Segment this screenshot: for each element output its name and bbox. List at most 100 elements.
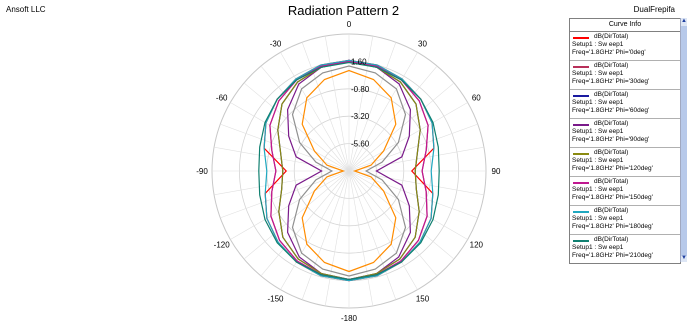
polar-spoke (301, 42, 350, 172)
polar-spoke (260, 170, 350, 277)
polar-curves (258, 59, 440, 282)
legend-entry-params: Freq='1.8GHz' Phi='0deg' (572, 49, 646, 56)
radial-tick-label: -0.80 (351, 85, 370, 94)
polar-spoke (348, 170, 374, 306)
legend-entries: dB(DirTotal) Setup1 : Sw eep1 Freq='1.8GHz… (570, 32, 680, 263)
polar-spoke (280, 52, 350, 172)
legend-entry-params: Freq='1.8GHz' Phi='180deg' (572, 223, 653, 230)
legend-entry-params: Freq='1.8GHz' Phi='210deg' (572, 252, 653, 259)
polar-spoke (348, 170, 478, 219)
polar-spoke (348, 65, 438, 172)
radial-tick-label: -5.60 (351, 140, 370, 149)
legend-entry[interactable]: dB(DirTotal) Setup1 : Sw eep1 Freq='1.8GHz… (570, 177, 680, 206)
polar-spoke (348, 123, 478, 172)
legend-entry[interactable]: dB(DirTotal) Setup1 : Sw eep1 Freq='1.8GHz… (570, 61, 680, 90)
legend-entry[interactable]: dB(DirTotal) Setup1 : Sw eep1 Freq='1.8GHz… (570, 206, 680, 235)
series-curve-7 (258, 61, 440, 281)
polar-spoke (348, 42, 397, 172)
legend-swatch (573, 124, 589, 126)
legend-entry-params: Freq='1.8GHz' Phi='30deg' (572, 78, 650, 85)
legend-swatch (573, 240, 589, 242)
legend-entry[interactable]: dB(DirTotal) Setup1 : Sw eep1 Freq='1.8GHz… (570, 32, 680, 61)
legend-entry-setup: Setup1 : Sw eep1 (572, 41, 624, 48)
legend-entry-setup: Setup1 : Sw eep1 (572, 244, 624, 251)
scroll-up-icon[interactable]: ▲ (681, 18, 687, 24)
polar-labels: 0 30 60 90 120 150 -180 -150 -120 -90 -60 -30 1.60 -0… (196, 20, 501, 323)
angle-tick-label: 60 (472, 94, 481, 103)
angle-tick-label: 90 (492, 167, 501, 176)
polar-spoke (243, 82, 350, 172)
polar-spoke (348, 170, 455, 260)
legend-entry-name: dB(DirTotal) (594, 207, 629, 214)
polar-spoke (348, 82, 455, 172)
polar-spoke (348, 36, 374, 172)
legend-entry-name: dB(DirTotal) (594, 33, 629, 40)
series-curve-9 (291, 65, 407, 277)
legend-entry-name: dB(DirTotal) (594, 62, 629, 69)
angle-tick-label: -150 (267, 294, 284, 303)
polar-spoke (230, 170, 350, 240)
legend-entry-name: dB(DirTotal) (594, 149, 629, 156)
angle-tick-label: 120 (470, 241, 484, 250)
polar-spoke (220, 123, 350, 172)
legend-entry-setup: Setup1 : Sw eep1 (572, 70, 624, 77)
polar-spoke (243, 170, 350, 260)
legend-entry-name: dB(DirTotal) (594, 236, 629, 243)
angle-tick-label: -60 (216, 94, 228, 103)
polar-spoke (220, 170, 350, 219)
legend-swatch (573, 95, 589, 97)
polar-spoke (301, 170, 350, 300)
polar-spoke (324, 36, 350, 172)
vendor-label: Ansoft LLC (6, 5, 46, 14)
legend-swatch (573, 182, 589, 184)
polar-spoke (348, 170, 418, 290)
polar-spoke (348, 170, 468, 240)
legend-entry-setup: Setup1 : Sw eep1 (572, 186, 624, 193)
legend-entry-params: Freq='1.8GHz' Phi='150deg' (572, 194, 653, 201)
legend-entry-name: dB(DirTotal) (594, 91, 629, 98)
scroll-thumb[interactable] (681, 26, 687, 256)
legend-title: Curve Info (570, 19, 680, 32)
legend-entry-name: dB(DirTotal) (594, 178, 629, 185)
project-label: DualFrepifa (633, 5, 675, 14)
legend-entry-setup: Setup1 : Sw eep1 (572, 215, 624, 222)
scroll-down-icon[interactable]: ▼ (681, 255, 687, 261)
legend-entry[interactable]: dB(DirTotal) Setup1 : Sw eep1 Freq='1.8GHz… (570, 119, 680, 148)
chart-title: Radiation Pattern 2 (287, 3, 400, 18)
polar-spoke (230, 102, 350, 172)
polar-spoke (348, 102, 468, 172)
legend-swatch (573, 211, 589, 213)
polar-spoke (280, 170, 350, 290)
angle-tick-label: 30 (418, 40, 427, 49)
legend-swatch (573, 37, 589, 39)
legend-entry-setup: Setup1 : Sw eep1 (572, 157, 624, 164)
legend-entry-params: Freq='1.8GHz' Phi='60deg' (572, 107, 650, 114)
angle-tick-label: -90 (196, 167, 208, 176)
angle-tick-label: -180 (341, 314, 358, 323)
radial-tick-label: -3.20 (351, 112, 370, 121)
legend-swatch (573, 66, 589, 68)
legend-entry[interactable]: dB(DirTotal) Setup1 : Sw eep1 Freq='1.8GHz… (570, 235, 680, 263)
polar-grid (211, 33, 487, 309)
polar-spoke (348, 52, 418, 172)
legend-entry-setup: Setup1 : Sw eep1 (572, 99, 624, 106)
legend-entry[interactable]: dB(DirTotal) Setup1 : Sw eep1 Freq='1.8GHz… (570, 90, 680, 119)
polar-spoke (260, 65, 350, 172)
curve-info-legend: Curve Info dB(DirTotal) Setup1 : Sw eep1 F… (569, 18, 681, 264)
series-curve-5 (269, 60, 429, 281)
series-curve-6 (263, 59, 435, 282)
polar-spoke (348, 170, 397, 300)
angle-tick-label: 150 (416, 294, 430, 303)
legend-entry[interactable]: dB(DirTotal) Setup1 : Sw eep1 Freq='1.8GHz… (570, 148, 680, 177)
legend-entry-setup: Setup1 : Sw eep1 (572, 128, 624, 135)
polar-spoke (324, 170, 350, 306)
series-curve-8 (301, 69, 397, 273)
angle-tick-label: -120 (214, 241, 231, 250)
polar-spoke (348, 170, 438, 277)
angle-tick-label: 0 (347, 20, 352, 29)
legend-entry-name: dB(DirTotal) (594, 120, 629, 127)
legend-entry-params: Freq='1.8GHz' Phi='90deg' (572, 136, 650, 143)
legend-scrollbar[interactable]: ▲ ▼ (680, 18, 687, 262)
legend-entry-params: Freq='1.8GHz' Phi='120deg' (572, 165, 653, 172)
